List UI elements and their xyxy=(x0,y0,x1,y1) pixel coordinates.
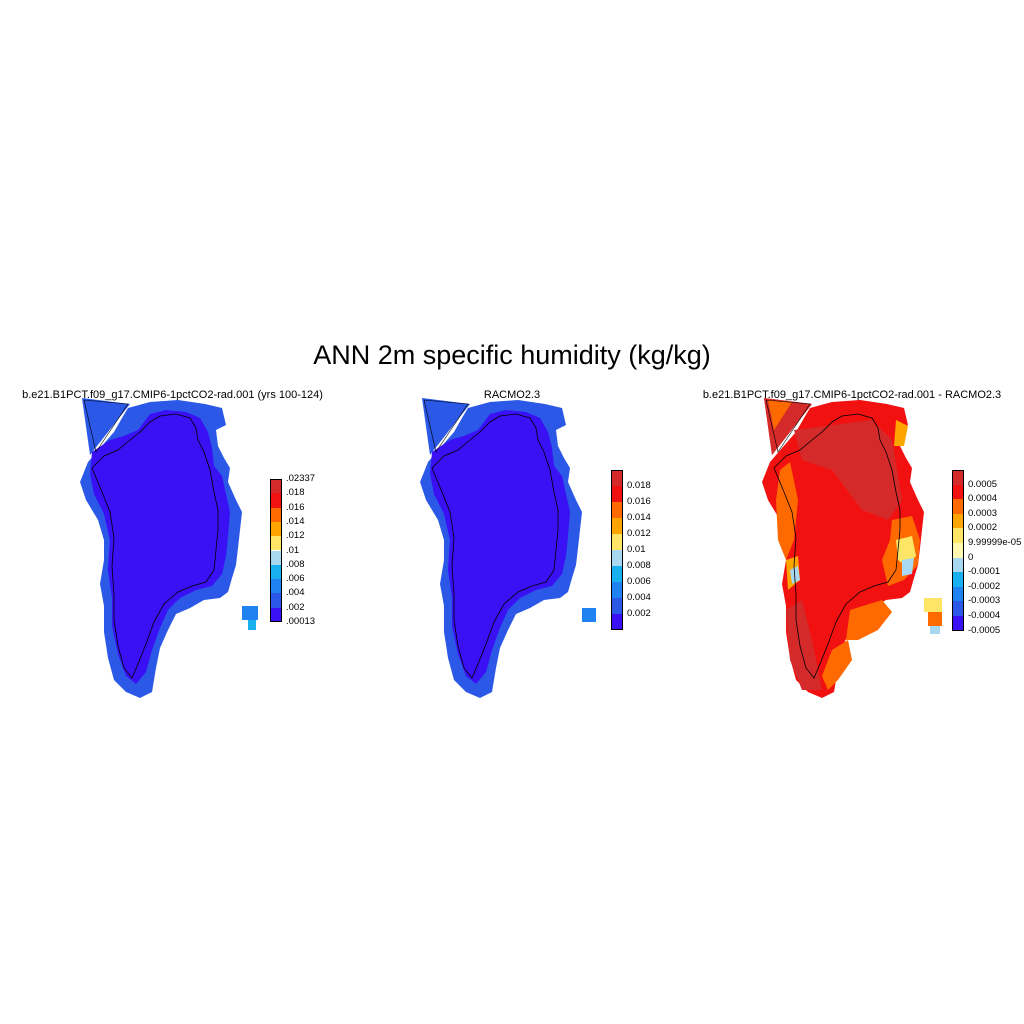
colorbar-label: .014 xyxy=(286,515,305,527)
colorbar-label: 0.01 xyxy=(627,544,646,555)
colorbar-label: .02337 xyxy=(286,473,316,484)
colorbar-swatch xyxy=(952,586,964,602)
colorbar-swatch xyxy=(952,543,964,558)
colorbar-swatch xyxy=(611,502,623,518)
panel-title-model: b.e21.B1PCT.f09_g17.CMIP6-1pctCO2-rad.00… xyxy=(22,389,323,401)
colorbar-swatch xyxy=(270,493,282,508)
colorbar-label: 9.99999e-05 xyxy=(968,537,1022,548)
colorbar-label: 0.008 xyxy=(627,560,651,571)
colorbar-swatch xyxy=(611,614,623,630)
colorbar-swatch xyxy=(952,572,964,587)
colorbar-label: 0.0004 xyxy=(968,493,998,505)
colorbar-label: .008 xyxy=(286,558,305,570)
colorbar-swatch xyxy=(952,470,964,485)
colorbar-swatch xyxy=(952,601,964,616)
colorbar-swatch xyxy=(952,528,964,543)
colorbar-label: -0.0002 xyxy=(968,580,1001,592)
colorbar-swatch xyxy=(611,582,623,598)
colorbar-swatch xyxy=(952,557,964,573)
map-panel-racmo xyxy=(420,398,596,698)
colorbar-swatch xyxy=(611,598,623,614)
colorbar-label: 0.012 xyxy=(627,528,651,539)
colorbar-swatch xyxy=(270,593,282,608)
colorbar-swatch xyxy=(270,564,282,580)
colorbar-swatch xyxy=(270,479,282,494)
colorbar-swatch xyxy=(611,518,623,534)
map-panel-model xyxy=(80,398,258,698)
page-title: ANN 2m specific humidity (kg/kg) xyxy=(313,340,711,370)
colorbar-label: 0.018 xyxy=(627,480,651,491)
colorbar-label: 0.002 xyxy=(627,608,651,619)
colorbar-swatch xyxy=(270,521,282,537)
colorbar-label: .006 xyxy=(286,573,305,585)
colorbar-label: -0.0003 xyxy=(968,595,1001,607)
colorbar-label: -0.0004 xyxy=(968,610,1001,621)
colorbar-label: 0.016 xyxy=(627,496,651,507)
colorbar-label: .016 xyxy=(286,501,305,513)
colorbar-label: 0.014 xyxy=(627,512,651,523)
colorbar-swatch xyxy=(952,513,964,529)
colorbar-label: 0.006 xyxy=(627,576,651,587)
panel-title-racmo: RACMO2.3 xyxy=(483,389,541,401)
colorbar-swatch xyxy=(611,566,623,582)
colorbar-swatch xyxy=(611,470,623,486)
colorbar-label: .00013 xyxy=(286,616,316,627)
panel-title-difference: b.e21.B1PCT.f09_g17.CMIP6-1pctCO2-rad.00… xyxy=(702,389,1002,401)
colorbar-swatch xyxy=(611,550,623,566)
colorbar-swatch xyxy=(952,616,964,631)
colorbar-swatch xyxy=(270,536,282,551)
colorbar-label: 0 xyxy=(968,551,974,563)
colorbar-label: -0.0001 xyxy=(968,566,1001,578)
colorbar-swatch xyxy=(270,550,282,565)
colorbar-swatch xyxy=(270,507,282,522)
colorbar-swatch xyxy=(611,534,623,550)
colorbar-swatch xyxy=(952,499,964,514)
colorbar-label: 0.0003 xyxy=(968,507,998,519)
colorbar-swatch xyxy=(952,484,964,500)
colorbar-label: .002 xyxy=(286,601,305,613)
colorbar-swatch xyxy=(611,486,623,502)
colorbar-label: .018 xyxy=(286,487,305,499)
colorbar-label: .01 xyxy=(286,544,300,556)
colorbar-swatch xyxy=(270,579,282,594)
colorbar-label: .004 xyxy=(286,587,305,599)
colorbar-label: 0.004 xyxy=(627,592,651,603)
colorbar-label: 0.0002 xyxy=(968,522,998,534)
colorbar-label: .012 xyxy=(286,530,305,542)
colorbar-label: -0.0005 xyxy=(968,624,1001,636)
colorbar-swatch xyxy=(270,607,282,622)
map-panel-difference xyxy=(762,398,942,698)
colorbar-label: 0.0005 xyxy=(968,478,998,490)
